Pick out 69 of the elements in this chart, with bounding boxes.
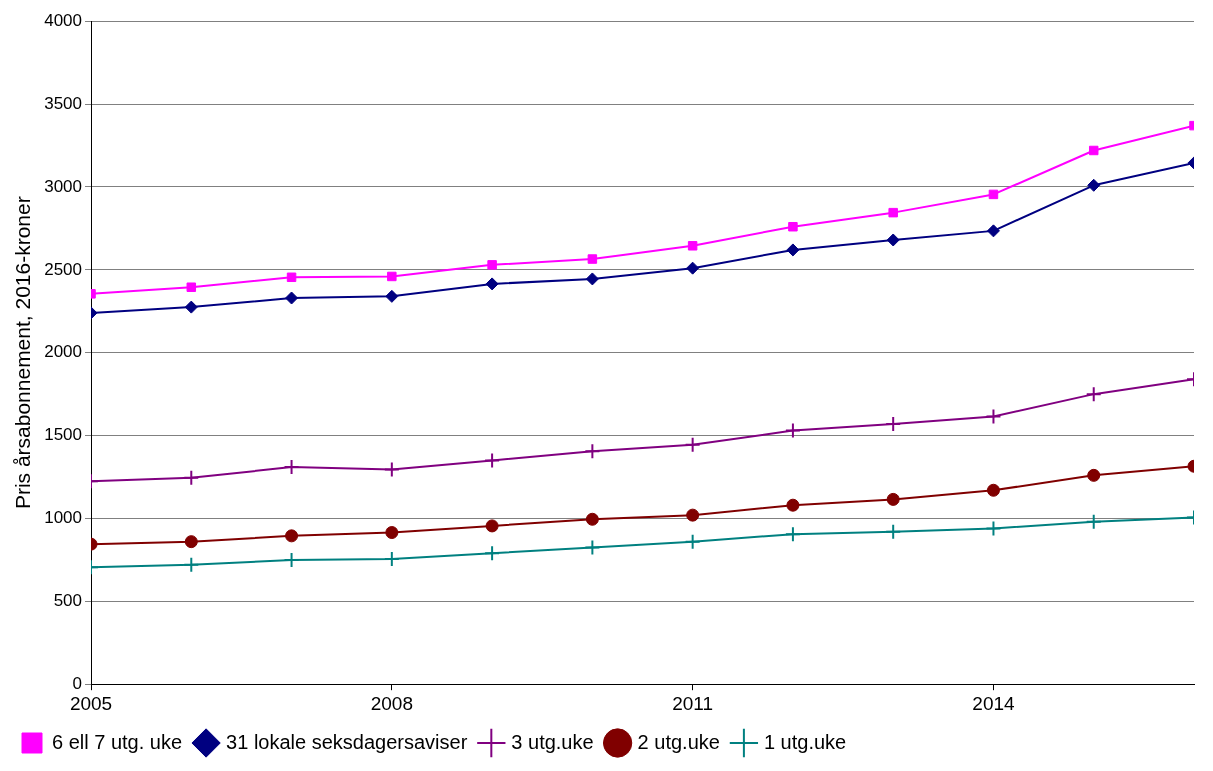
point xyxy=(385,526,399,540)
point xyxy=(985,408,1002,425)
legend-label: 31 lokale seksdagersaviser xyxy=(226,730,468,753)
legend-label: 6 ell 7 utg. uke xyxy=(52,730,183,753)
point xyxy=(584,539,601,556)
y-tick-label: 3500 xyxy=(44,93,83,113)
point xyxy=(1085,513,1102,530)
point xyxy=(484,545,501,562)
point xyxy=(183,469,200,486)
point xyxy=(786,243,800,257)
point xyxy=(888,207,898,218)
point xyxy=(1088,145,1099,156)
point xyxy=(283,459,300,476)
x-tick-label: 2011 xyxy=(672,692,714,714)
point xyxy=(285,291,299,305)
legend-label: 3 utg.uke xyxy=(511,730,594,753)
point xyxy=(886,233,900,247)
point xyxy=(684,436,701,453)
point xyxy=(484,452,501,469)
y-tick-label: 1000 xyxy=(44,508,83,528)
y-tick-label: 500 xyxy=(53,591,83,611)
point xyxy=(487,260,497,270)
point xyxy=(485,277,499,291)
point xyxy=(485,519,499,533)
point xyxy=(283,551,300,568)
point xyxy=(183,556,200,573)
x-tick-label: 2008 xyxy=(370,692,413,714)
point xyxy=(988,189,999,200)
point xyxy=(686,508,700,522)
y-axis-title: Pris årsabonnement, 2016-kroner xyxy=(11,196,35,510)
legend-label: 2 utg.uke xyxy=(637,730,720,753)
point xyxy=(186,282,197,292)
point xyxy=(1085,386,1102,403)
point xyxy=(784,422,801,439)
y-tick-label: 2000 xyxy=(44,342,83,362)
point xyxy=(587,254,598,264)
legend-label: 1 utg.uke xyxy=(763,730,847,753)
point xyxy=(385,289,399,303)
point xyxy=(1087,178,1101,192)
point xyxy=(1087,468,1101,482)
point xyxy=(184,300,198,314)
point xyxy=(684,533,701,550)
point xyxy=(886,492,900,506)
point xyxy=(788,221,798,232)
point xyxy=(383,461,400,478)
y-tick-label: 2500 xyxy=(44,259,83,279)
point xyxy=(885,415,902,432)
point xyxy=(885,523,902,540)
point xyxy=(784,526,801,543)
point xyxy=(184,535,198,549)
point xyxy=(686,261,700,275)
point xyxy=(286,272,297,283)
point xyxy=(285,529,299,543)
point xyxy=(585,512,599,526)
point xyxy=(786,498,800,512)
x-tick-label: 2005 xyxy=(69,692,113,714)
y-tick-label: 0 xyxy=(72,673,83,693)
point xyxy=(986,483,1000,497)
point xyxy=(584,443,601,460)
point xyxy=(986,224,1000,238)
x-tick-label: 2014 xyxy=(972,692,1016,714)
y-tick-label: 4000 xyxy=(44,10,83,30)
y-tick-label: 1500 xyxy=(44,425,83,445)
point xyxy=(687,241,698,251)
point xyxy=(387,271,397,282)
point xyxy=(985,520,1002,537)
y-tick-label: 3000 xyxy=(44,176,83,196)
point xyxy=(585,272,599,286)
point xyxy=(383,551,400,568)
